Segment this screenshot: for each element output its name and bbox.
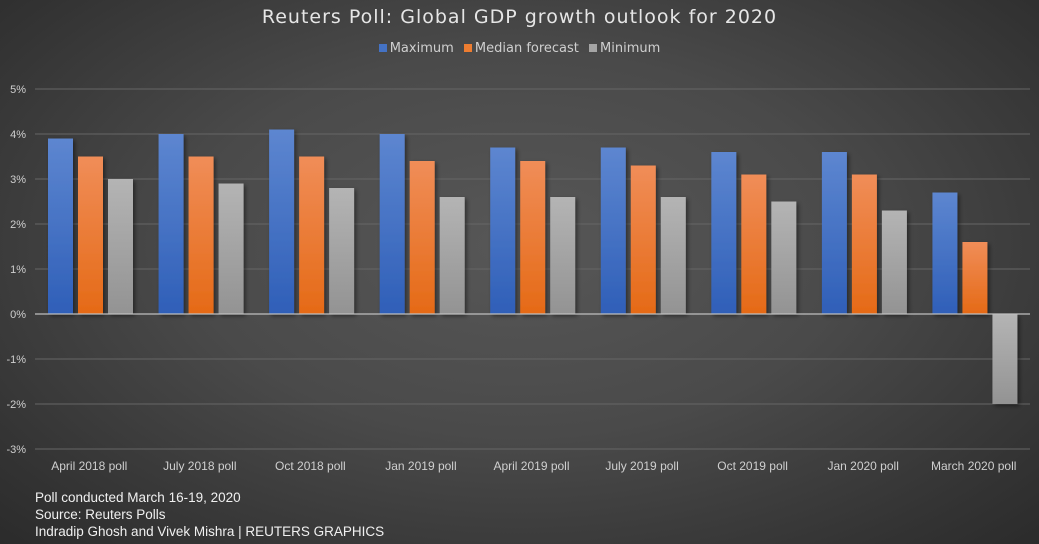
- bar-minimum: [550, 197, 576, 314]
- legend: Maximum Median forecast Minimum: [0, 41, 1039, 56]
- legend-swatch-median: [463, 44, 472, 52]
- x-tick-label: Jan 2019 poll: [385, 459, 456, 473]
- bar-minimum: [771, 201, 797, 314]
- legend-label-maximum: Maximum: [389, 41, 454, 56]
- x-tick-label: April 2019 poll: [493, 459, 569, 473]
- bar-maximum: [711, 152, 737, 314]
- bars: [48, 129, 1018, 404]
- bar-maximum: [269, 129, 295, 314]
- bar-median: [299, 156, 325, 314]
- bar-minimum: [881, 210, 907, 314]
- x-tick-label: July 2018 poll: [163, 459, 236, 473]
- bar-maximum: [48, 138, 73, 314]
- x-tick-label: Oct 2018 poll: [275, 459, 346, 473]
- footer-poll-date: Poll conducted March 16-19, 2020: [35, 490, 241, 505]
- legend-swatch-minimum: [589, 44, 598, 52]
- y-axis-labels: 5% 4% 3% 2% 1% 0% -1% -2% -3%: [6, 84, 26, 456]
- bar-minimum: [108, 179, 133, 314]
- x-tick-label: April 2018 poll: [51, 459, 127, 473]
- legend-item-maximum: Maximum: [378, 41, 454, 56]
- y-tick-label: -3%: [6, 444, 26, 456]
- bar-minimum: [329, 188, 355, 314]
- bar-median: [78, 156, 103, 314]
- footer-credit: Indradip Ghosh and Vivek Mishra | REUTER…: [35, 524, 385, 539]
- bar-median: [962, 242, 988, 314]
- bar-median: [409, 161, 435, 314]
- bar-minimum: [439, 197, 465, 314]
- y-tick-label: 1%: [10, 264, 26, 276]
- bar-median: [741, 174, 767, 314]
- bar-median: [520, 161, 546, 314]
- chart-title: Reuters Poll: Global GDP growth outlook …: [261, 6, 778, 28]
- bar-minimum: [218, 183, 244, 314]
- x-tick-label: July 2019 poll: [605, 459, 678, 473]
- x-tick-label: March 2020 poll: [931, 459, 1016, 473]
- bar-median: [188, 156, 214, 314]
- y-tick-label: 0%: [10, 309, 26, 321]
- y-tick-label: 4%: [10, 129, 26, 141]
- bar-median: [851, 174, 877, 314]
- y-tick-label: -1%: [6, 354, 26, 366]
- legend-item-minimum: Minimum: [589, 41, 660, 56]
- x-tick-label: Oct 2019 poll: [717, 459, 788, 473]
- bar-maximum: [158, 134, 184, 314]
- footer-source: Source: Reuters Polls: [35, 507, 166, 522]
- bar-maximum: [379, 134, 405, 314]
- legend-label-minimum: Minimum: [600, 41, 661, 56]
- y-tick-label: 3%: [10, 174, 26, 186]
- legend-item-median: Median forecast: [463, 41, 579, 56]
- y-tick-label: 5%: [10, 84, 26, 96]
- legend-label-median: Median forecast: [474, 41, 579, 56]
- bar-maximum: [490, 147, 516, 314]
- x-axis-labels: April 2018 poll July 2018 poll Oct 2018 po…: [51, 459, 1016, 473]
- bar-minimum: [660, 197, 686, 314]
- legend-swatch-maximum: [378, 44, 387, 52]
- bar-minimum: [992, 314, 1018, 404]
- bar-maximum: [821, 152, 847, 314]
- y-tick-label: -2%: [6, 399, 26, 411]
- bar-median: [630, 165, 656, 314]
- bar-maximum: [600, 147, 626, 314]
- bar-maximum: [932, 192, 958, 314]
- y-tick-label: 2%: [10, 219, 26, 231]
- footer: Poll conducted March 16-19, 2020 Source:…: [35, 489, 384, 540]
- x-tick-label: Jan 2020 poll: [827, 459, 898, 473]
